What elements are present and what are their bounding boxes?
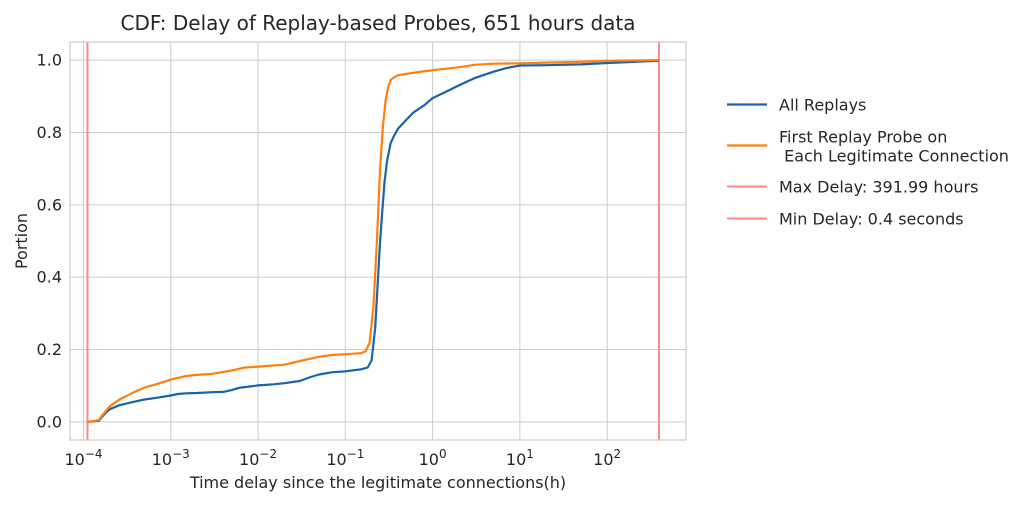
y-tick-labels: 0.0 0.2 0.4 0.6 0.8 1.0 [37,51,62,432]
x-tick-labels: 10−4 10−3 10−2 10−1 100 101 102 [64,447,621,469]
x-tick-base: 10 [593,450,613,469]
x-tick-exponent: −1 [347,447,365,461]
x-tick-base: 10 [326,450,346,469]
x-tick-exponent: 0 [439,447,447,461]
x-axis-label: Time delay since the legitimate connecti… [189,473,566,492]
legend-label-line: Max Delay: 391.99 hours [779,178,978,197]
plot-frame [69,41,687,441]
x-tick-label: 101 [506,447,534,469]
legend-label: Min Delay: 0.4 seconds [779,210,964,229]
x-tick-exponent: 1 [526,447,534,461]
y-tick-label: 0.0 [37,412,62,431]
reference-lines [86,42,660,440]
x-tick-exponent: −2 [259,447,277,461]
legend-label-line: Each Legitimate Connection [779,147,1009,166]
legend-entry: All Replays [727,96,866,115]
x-tick-base: 10 [152,450,172,469]
legend-entry: First Replay Probe on Each Legitimate Co… [727,128,1009,166]
series-line [87,59,660,423]
x-tick-label: 10−1 [326,447,364,469]
x-tick-label: 102 [593,447,621,469]
legend-label-line: First Replay Probe on [779,128,947,147]
grid-lines [70,42,686,440]
x-tick-base: 10 [64,450,84,469]
y-tick-label: 0.4 [37,268,62,287]
x-tick-base: 10 [419,450,439,469]
series-lines [87,59,660,423]
x-tick-label: 10−4 [64,447,102,469]
y-tick-label: 0.2 [37,340,62,359]
x-tick-base: 10 [239,450,259,469]
x-tick-label: 100 [419,447,447,469]
legend-label: All Replays [779,96,866,115]
x-tick-label: 10−3 [152,447,190,469]
legend: All Replays First Replay Probe on Each Le… [727,96,1009,229]
x-tick-base: 10 [506,450,526,469]
x-tick-exponent: −4 [85,447,103,461]
chart-title: CDF: Delay of Replay-based Probes, 651 h… [120,11,635,35]
y-tick-label: 1.0 [37,51,62,70]
y-tick-label: 0.6 [37,195,62,214]
x-tick-exponent: −3 [172,447,190,461]
y-tick-label: 0.8 [37,123,62,142]
legend-entry: Min Delay: 0.4 seconds [727,210,964,229]
y-axis-label: Portion [12,213,31,269]
legend-label-line: All Replays [779,96,866,115]
legend-entry: Max Delay: 391.99 hours [727,178,978,197]
series-line [87,59,660,423]
legend-label-line: Min Delay: 0.4 seconds [779,210,964,229]
x-tick-exponent: 2 [614,447,622,461]
legend-label: First Replay Probe on Each Legitimate Co… [779,128,1009,166]
x-tick-label: 10−2 [239,447,277,469]
legend-label: Max Delay: 391.99 hours [779,178,978,197]
